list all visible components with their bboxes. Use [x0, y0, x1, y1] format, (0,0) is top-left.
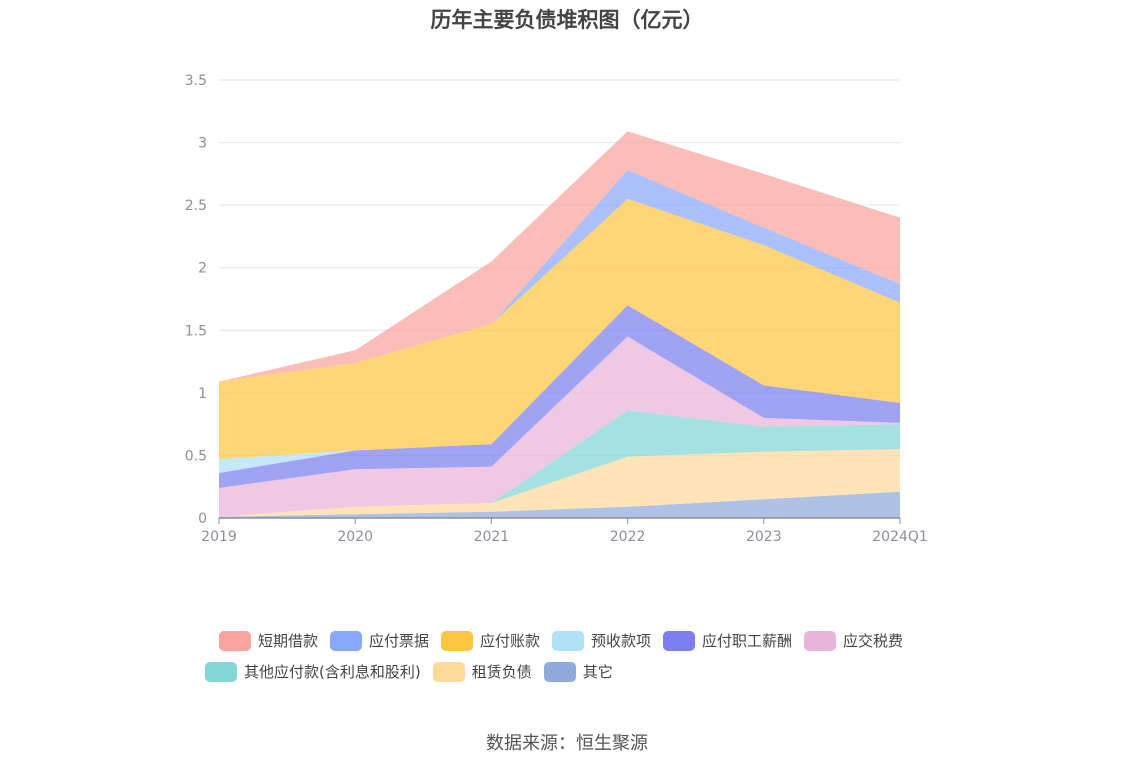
- data-source: 数据来源：恒生聚源: [486, 733, 648, 754]
- legend-label: 应交税费: [843, 632, 904, 650]
- x-tick-label: 2023: [746, 529, 782, 545]
- x-tick-label: 2022: [610, 529, 646, 545]
- legend-label: 其它: [582, 663, 613, 681]
- x-axis: [218, 517, 901, 524]
- legend-swatch: [663, 630, 696, 651]
- stacked-area-chart: 0 0.5 1 1.5 2 2.5 3 3.5 2019 2020 2021 2022 2023 202…: [185, 73, 928, 545]
- area-series: [219, 131, 900, 518]
- area-其它[interactable]: [219, 491, 900, 518]
- legend-swatch: [804, 630, 837, 651]
- chart-title: 历年主要负债堆积图（亿元）: [430, 8, 704, 32]
- y-tick-label: 2: [198, 261, 207, 277]
- y-tick-label: 2.5: [185, 198, 207, 214]
- area-应付账款[interactable]: [219, 198, 900, 460]
- legend-item[interactable]: 短期借款: [218, 630, 318, 651]
- y-tick-label: 0: [198, 511, 207, 527]
- area-租赁负债[interactable]: [219, 449, 900, 517]
- area-其他应付款(含利息和股利)[interactable]: [219, 410, 900, 517]
- legend-label: 应付票据: [368, 632, 429, 650]
- legend-swatch: [329, 630, 362, 651]
- legend-swatch: [205, 661, 237, 682]
- legend-swatch: [552, 630, 584, 651]
- area-短期借款[interactable]: [219, 131, 900, 382]
- x-axis-ticks: 2019 2020 2021 2022 2023 2024Q1: [201, 529, 928, 545]
- legend-label: 租赁负债: [471, 663, 532, 681]
- legend-item[interactable]: 其他应付款(含利息和股利): [205, 661, 421, 682]
- x-tick-label: 2019: [201, 529, 237, 545]
- legend-swatch: [543, 661, 576, 682]
- legend-item[interactable]: 应付账款: [440, 630, 540, 651]
- legend-swatch: [218, 630, 251, 651]
- area-应付票据[interactable]: [219, 170, 900, 382]
- legend-item[interactable]: 应交税费: [804, 630, 903, 651]
- x-tick-label: 2020: [337, 529, 373, 545]
- y-tick-label: 3: [198, 136, 207, 152]
- legend-label: 预收款项: [591, 632, 652, 650]
- legend-item[interactable]: 应付职工薪酬: [663, 630, 792, 651]
- x-tick-label: 2024Q1: [872, 529, 928, 545]
- legend-item[interactable]: 预收款项: [552, 630, 651, 651]
- area-预收款项[interactable]: [219, 305, 900, 473]
- y-tick-label: 0.5: [185, 448, 207, 464]
- legend-row-2: 其他应付款(含利息和股利) 租赁负债 其它: [0, 661, 1134, 682]
- y-tick-label: 1: [198, 386, 207, 402]
- legend-swatch: [440, 630, 473, 651]
- legend-label: 其他应付款(含利息和股利): [244, 663, 421, 681]
- legend-item[interactable]: 其它: [543, 661, 613, 682]
- y-tick-label: 1.5: [185, 323, 207, 339]
- y-tick-label: 3.5: [185, 73, 207, 89]
- area-应付职工薪酬[interactable]: [219, 305, 900, 488]
- legend-label: 短期借款: [257, 632, 318, 650]
- x-tick-label: 2021: [474, 529, 510, 545]
- legend-item[interactable]: 租赁负债: [432, 661, 532, 682]
- legend-label: 应付账款: [479, 632, 540, 650]
- legend-swatch: [432, 661, 465, 682]
- legend-item[interactable]: 应付票据: [329, 630, 429, 651]
- y-axis-ticks: 0 0.5 1 1.5 2 2.5 3 3.5: [185, 73, 207, 527]
- legend-label: 应付职工薪酬: [702, 632, 793, 650]
- legend: 短期借款 应付票据 应付账款 预收款项 应付职工薪酬 应交税费 其他应付款(含利息和股利)…: [0, 630, 1134, 692]
- legend-row-1: 短期借款 应付票据 应付账款 预收款项 应付职工薪酬 应交税费: [0, 630, 1134, 651]
- area-应交税费[interactable]: [219, 336, 900, 517]
